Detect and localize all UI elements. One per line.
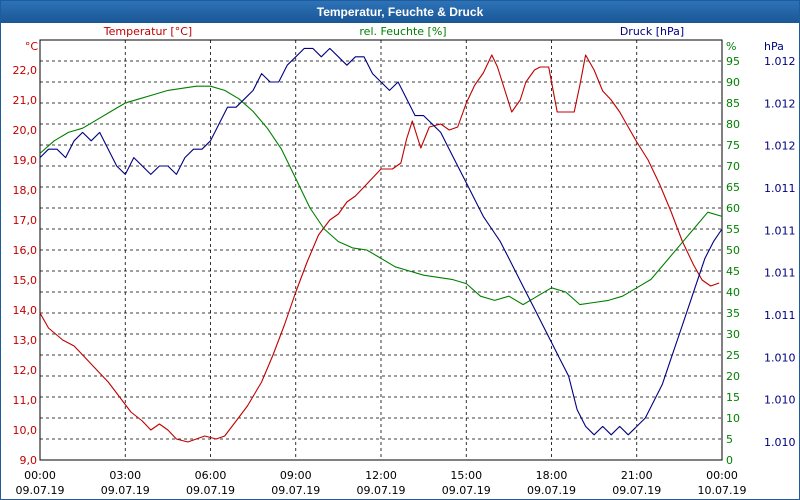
- temp-tick-label: 14,0: [13, 304, 38, 317]
- temp-tick-label: 13,0: [13, 334, 38, 347]
- temperature-series-line: [39, 54, 720, 443]
- x-tick-time-label: 15:00: [450, 469, 482, 482]
- humidity-tick-label: 70: [726, 160, 740, 173]
- humidity-tick-label: 60: [726, 202, 740, 215]
- temp-tick-label: 17,0: [13, 214, 38, 227]
- humidity-tick-label: 20: [726, 370, 740, 383]
- temp-tick-label: 12,0: [13, 364, 38, 377]
- x-tick-time-label: 18:00: [536, 469, 568, 482]
- pressure-tick-label: 1.010: [764, 351, 796, 364]
- x-tick-date-label: 09.07.19: [442, 484, 491, 497]
- pressure-tick-label: 1.010: [764, 394, 796, 407]
- pressure-tick-label: 1.012: [764, 97, 796, 110]
- humidity-tick-label: 95: [726, 55, 740, 68]
- chart-title: Temperatur, Feuchte & Druck: [1, 1, 799, 23]
- temp-tick-label: 10,0: [13, 424, 38, 437]
- pressure-tick-label: 1.011: [764, 182, 796, 195]
- temp-tick-label: 16,0: [13, 244, 38, 257]
- humidity-tick-label: 75: [726, 139, 740, 152]
- x-tick-date-label: 09.07.19: [16, 484, 65, 497]
- x-tick-time-label: 00:00: [24, 469, 56, 482]
- humidity-tick-label: 10: [726, 412, 740, 425]
- x-tick-time-label: 00:00: [706, 469, 738, 482]
- x-tick-date-label: 09.07.19: [612, 484, 661, 497]
- x-tick-date-label: 09.07.19: [357, 484, 406, 497]
- humidity-tick-label: 35: [726, 307, 740, 320]
- x-tick-time-label: 21:00: [621, 469, 653, 482]
- pressure-tick-label: 1.012: [764, 140, 796, 153]
- x-tick-time-label: 06:00: [195, 469, 227, 482]
- humidity-tick-label: 80: [726, 118, 740, 131]
- temp-tick-label: 22,0: [13, 64, 38, 77]
- humidity-tick-label: 45: [726, 265, 740, 278]
- temp-tick-label: 19,0: [13, 154, 38, 167]
- humidity-tick-label: 55: [726, 223, 740, 236]
- humidity-tick-label: 85: [726, 97, 740, 110]
- humidity-axis-unit: %: [726, 40, 736, 53]
- humidity-series-line: [39, 85, 723, 306]
- x-tick-date-label: 09.07.19: [101, 484, 150, 497]
- pressure-tick-label: 1.012: [764, 55, 796, 68]
- pressure-tick-label: 1.011: [764, 267, 796, 280]
- x-tick-date-label: 09.07.19: [186, 484, 235, 497]
- temp-tick-label: 15,0: [13, 274, 38, 287]
- x-tick-time-label: 03:00: [109, 469, 141, 482]
- pressure-tick-label: 1.010: [764, 436, 796, 449]
- pressure-tick-label: 1.011: [764, 224, 796, 237]
- temp-tick-label: 20,0: [13, 124, 38, 137]
- humidity-tick-label: 5: [726, 433, 733, 446]
- temp-tick-label: 11,0: [13, 394, 38, 407]
- pressure-axis-label: Druck [hPa]: [620, 25, 684, 38]
- temp-axis-label: Temperatur [°C]: [103, 25, 192, 38]
- pressure-tick-label: 1.011: [764, 309, 796, 322]
- humidity-tick-label: 30: [726, 328, 740, 341]
- humidity-tick-label: 50: [726, 244, 740, 257]
- temp-tick-label: 21,0: [13, 94, 38, 107]
- humidity-tick-label: 40: [726, 286, 740, 299]
- temp-tick-label: 18,0: [13, 184, 38, 197]
- x-tick-date-label: 09.07.19: [527, 484, 576, 497]
- x-tick-date-label: 09.07.19: [271, 484, 320, 497]
- humidity-tick-label: 0: [726, 454, 733, 467]
- x-tick-time-label: 09:00: [280, 469, 312, 482]
- humidity-axis-label: rel. Feuchte [%]: [359, 25, 446, 38]
- x-tick-date-label: 10.07.19: [698, 484, 747, 497]
- pressure-series-line: [39, 47, 723, 436]
- temp-axis-unit: °C: [25, 40, 39, 53]
- humidity-tick-label: 90: [726, 76, 740, 89]
- temp-tick-label: 9,0: [20, 454, 38, 467]
- humidity-tick-label: 65: [726, 181, 740, 194]
- x-tick-time-label: 12:00: [365, 469, 397, 482]
- pressure-axis-unit: hPa: [764, 40, 784, 53]
- humidity-tick-label: 15: [726, 391, 740, 404]
- humidity-tick-label: 25: [726, 349, 740, 362]
